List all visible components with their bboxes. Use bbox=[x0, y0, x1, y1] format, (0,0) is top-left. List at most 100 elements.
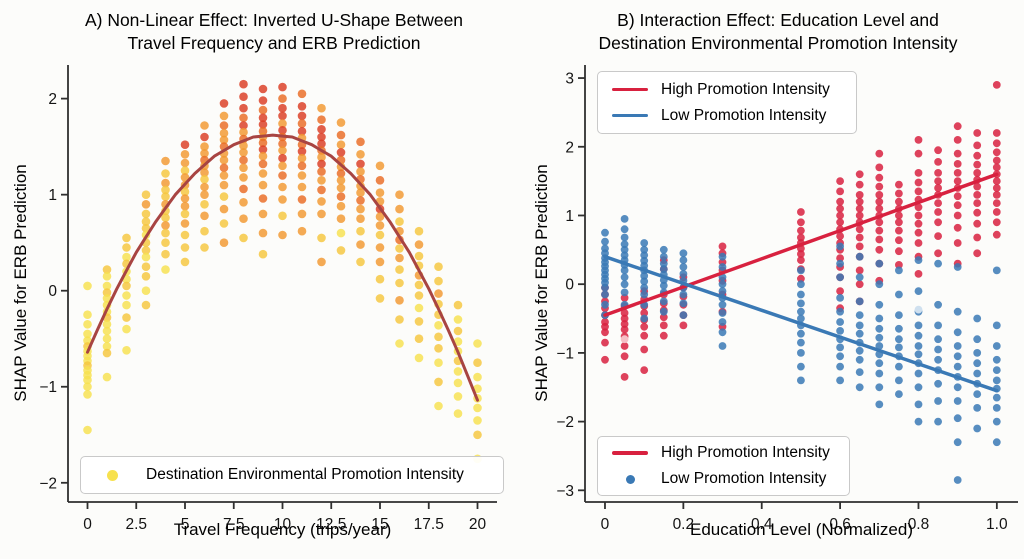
scatter-point-low bbox=[679, 299, 688, 308]
scatter-point bbox=[239, 173, 248, 182]
scatter-point-high bbox=[875, 182, 884, 191]
x-tick-label: 0 bbox=[83, 516, 92, 533]
scatter-point-low bbox=[601, 228, 609, 237]
scatter-point-high bbox=[855, 266, 864, 275]
scatter-point-high bbox=[797, 250, 805, 258]
scatter-point bbox=[356, 214, 365, 223]
scatter-point bbox=[258, 194, 268, 203]
scatter-point bbox=[219, 192, 229, 201]
scatter-point-low bbox=[875, 359, 884, 368]
scatter-point-low bbox=[601, 237, 609, 246]
scatter-point-high bbox=[914, 136, 923, 144]
scatter-point bbox=[122, 300, 131, 310]
scatter-point-high bbox=[934, 177, 942, 186]
scatter-point bbox=[414, 280, 424, 290]
scatter-point-high bbox=[620, 342, 629, 350]
scatter-point-low bbox=[895, 290, 903, 299]
scatter-point-high bbox=[953, 211, 962, 220]
scatter-point-low bbox=[953, 414, 962, 423]
scatter-point-high bbox=[875, 245, 884, 254]
scatter-point-high bbox=[797, 233, 805, 242]
y-tick-label: −1 bbox=[39, 379, 57, 396]
scatter-point bbox=[297, 102, 307, 111]
scatter-point bbox=[239, 163, 248, 173]
scatter-point-low bbox=[718, 280, 727, 289]
scatter-point-low bbox=[640, 283, 649, 292]
scatter-point bbox=[434, 262, 443, 272]
scatter-point-low bbox=[992, 376, 1001, 385]
scatter-point-low bbox=[875, 324, 884, 333]
scatter-point-low bbox=[601, 283, 609, 292]
trend-line-low bbox=[603, 254, 999, 393]
scatter-point bbox=[258, 169, 268, 178]
scatter-point-high bbox=[855, 280, 864, 289]
scatter-point bbox=[122, 291, 131, 300]
scatter-point-high bbox=[973, 151, 982, 160]
scatter-point bbox=[239, 148, 248, 157]
scatter-point-high bbox=[620, 325, 629, 334]
scatter-point-low bbox=[992, 393, 1001, 402]
scatter-point-high bbox=[934, 218, 942, 227]
scatter-point bbox=[317, 167, 326, 176]
scatter-point-high bbox=[875, 226, 884, 235]
scatter-point bbox=[356, 196, 365, 205]
scatter-point-low bbox=[640, 277, 649, 286]
scatter-point bbox=[180, 166, 190, 175]
scatter-point-high bbox=[836, 187, 844, 196]
scatter-point-low bbox=[973, 349, 982, 357]
scatter-point bbox=[122, 233, 131, 243]
scatter-point bbox=[141, 300, 151, 310]
scatter-point bbox=[83, 320, 92, 329]
scatter-point bbox=[258, 145, 268, 154]
scatter-point bbox=[317, 115, 326, 124]
x-tick-label: 5 bbox=[181, 516, 190, 533]
scatter-point bbox=[200, 168, 209, 177]
scatter-point bbox=[297, 161, 307, 171]
scatter-point bbox=[83, 310, 92, 320]
scatter-point bbox=[395, 315, 404, 324]
scatter-point-high bbox=[836, 254, 844, 262]
scatter-point-high bbox=[895, 211, 903, 220]
scatter-point-low bbox=[875, 314, 884, 323]
scatter-point bbox=[278, 111, 287, 121]
scatter-point bbox=[180, 140, 190, 149]
scatter-point bbox=[83, 425, 92, 435]
scatter-point-low bbox=[934, 379, 942, 388]
scatter-point bbox=[336, 192, 346, 201]
fit-curve bbox=[86, 133, 479, 402]
blue-line-marker-icon bbox=[612, 113, 648, 118]
scatter-point-low bbox=[895, 335, 903, 344]
scatter-point-low bbox=[718, 300, 727, 309]
scatter-point-high bbox=[797, 274, 805, 283]
red-line-marker-icon bbox=[612, 87, 648, 92]
x-tick-label: 1.0 bbox=[986, 516, 1008, 533]
scatter-point-high bbox=[992, 184, 1001, 192]
scatter-point bbox=[219, 238, 229, 247]
scatter-point bbox=[102, 265, 112, 274]
panel-b-bottom-legend: High Promotion Intensity Low Promotion I… bbox=[597, 436, 850, 496]
scatter-point-low bbox=[797, 362, 805, 371]
scatter-point bbox=[297, 226, 307, 236]
x-tick-label: 0.6 bbox=[829, 516, 851, 533]
scatter-point-high bbox=[953, 136, 962, 144]
scatter-point-high bbox=[855, 180, 864, 189]
scatter-point bbox=[258, 249, 268, 259]
scatter-point-low bbox=[992, 366, 1001, 374]
panel-b-title: B) Interaction Effect: Education Level a… bbox=[532, 9, 1024, 55]
scatter-point bbox=[161, 192, 170, 201]
scatter-point bbox=[180, 209, 190, 219]
scatter-point-low bbox=[620, 233, 629, 242]
scatter-point bbox=[414, 251, 424, 261]
scatter-point-low bbox=[934, 397, 942, 405]
scatter-point-low bbox=[659, 307, 668, 316]
scatter-point-low bbox=[836, 318, 844, 326]
scatter-point bbox=[317, 125, 326, 134]
panel-a-title-line2: Travel Frequency and ERB Prediction bbox=[127, 33, 421, 53]
scatter-point bbox=[180, 158, 190, 168]
scatter-point bbox=[395, 339, 404, 348]
x-tick-label: 0.4 bbox=[751, 516, 773, 533]
scatter-point-high bbox=[601, 328, 609, 337]
scatter-point-high bbox=[679, 321, 688, 330]
legend-label-low: Low Promotion Intensity bbox=[661, 470, 827, 487]
